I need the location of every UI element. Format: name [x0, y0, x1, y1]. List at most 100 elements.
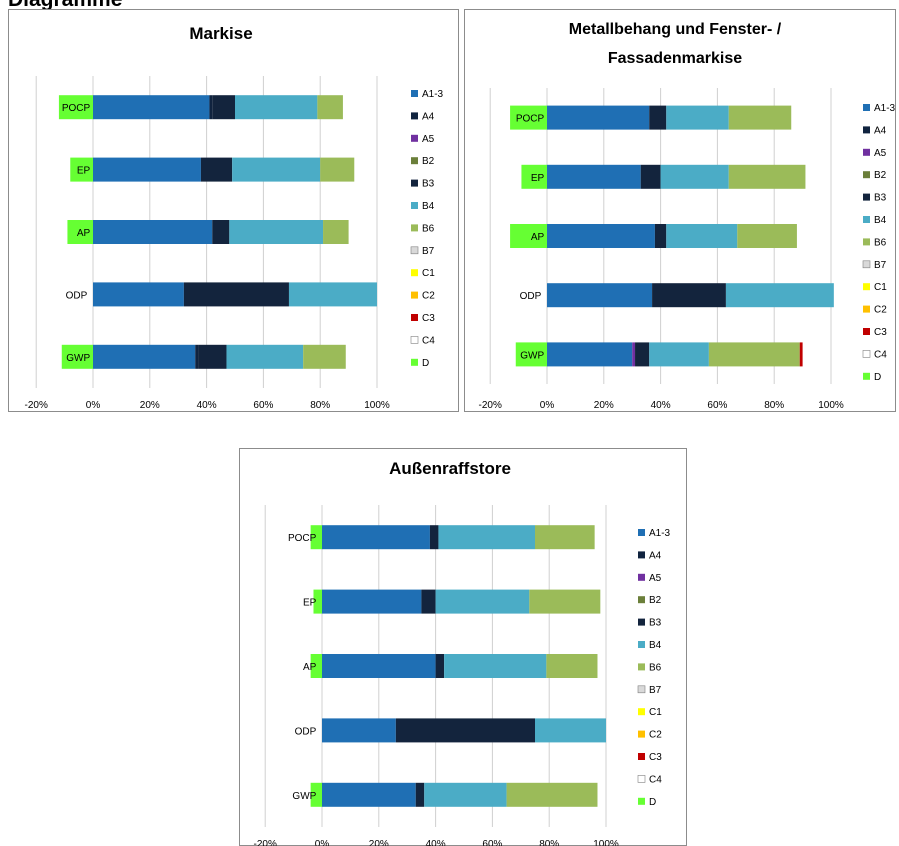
- x-tick-label: 20%: [369, 839, 389, 846]
- bar-segment-gwp-a5: [632, 342, 636, 367]
- bar-segment-ap-b3: [435, 654, 445, 678]
- legend-swatch-a4: [411, 112, 418, 120]
- bar-segment-ap-b6: [737, 224, 797, 248]
- legend-label-a4: A4: [422, 111, 435, 122]
- legend-swatch-d: [411, 358, 418, 366]
- category-label-ep: EP: [531, 173, 545, 184]
- bar-segment-pocp-b6: [535, 525, 595, 550]
- legend-label-c1: C1: [422, 268, 435, 279]
- legend-label-b7: B7: [649, 685, 662, 696]
- bar-segment-ep-b6: [728, 164, 806, 189]
- legend-label-d: D: [649, 797, 656, 808]
- legend-swatch-a5: [863, 148, 870, 156]
- chart-panel-aussenraffstore: Außenraffstore -20% 0% 20% 40% 60% 80% 100% POCP…: [239, 448, 687, 846]
- bar-segment-odp-a1-3: [93, 282, 184, 307]
- bar-segment-pocp-b3: [212, 95, 235, 120]
- x-tick-label: -20%: [25, 400, 48, 411]
- legend-label-c2: C2: [874, 305, 887, 316]
- bar-segment-gwp-c3: [799, 342, 803, 367]
- legend-label-c3: C3: [874, 327, 887, 338]
- legend-label-b6: B6: [874, 237, 887, 248]
- bar-segment-pocp-b4: [235, 95, 318, 120]
- legend-label-b4: B4: [874, 215, 887, 226]
- legend-swatch-b6: [411, 224, 418, 232]
- bar-segment-ep-b4: [232, 157, 321, 182]
- legend-label-a5: A5: [422, 134, 435, 145]
- bar-segment-pocp-d: [310, 525, 322, 550]
- legend-swatch-b2: [411, 157, 418, 165]
- bar-segment-odp-b3: [652, 283, 726, 308]
- bar-segment-gwp-a1-3: [322, 782, 416, 807]
- bar-segment-ep-a1-3: [93, 157, 201, 182]
- legend-label-b6: B6: [422, 223, 435, 234]
- legend-swatch-a5: [638, 573, 645, 581]
- bar-segment-ep-b3: [640, 164, 661, 189]
- bar-segment-gwp-d: [61, 344, 93, 369]
- bar-segment-gwp-b4: [649, 342, 709, 367]
- legend-label-c4: C4: [422, 335, 435, 346]
- x-tick-label: 0%: [540, 400, 555, 411]
- bar-segment-pocp-b6: [317, 95, 343, 120]
- legend-label-c4: C4: [874, 349, 887, 360]
- chart-title: Außenraffstore: [389, 459, 511, 478]
- legend-label-a1-3: A1-3: [649, 528, 671, 539]
- bar-segment-gwp-a1-3: [93, 344, 196, 369]
- legend-label-c1: C1: [874, 282, 887, 293]
- legend-label-b3: B3: [649, 618, 662, 629]
- x-tick-label: 80%: [764, 400, 784, 411]
- legend-label-b2: B2: [874, 170, 887, 181]
- category-label-odp: ODP: [66, 290, 88, 301]
- x-tick-label: 20%: [140, 400, 160, 411]
- bar-segment-ep-b4: [435, 589, 530, 614]
- legend-label-a1-3: A1-3: [874, 103, 896, 114]
- bar-segment-pocp-b4: [438, 525, 535, 550]
- bar-segment-ep-d: [70, 157, 93, 182]
- legend-label-d: D: [874, 372, 881, 383]
- bar-segment-pocp-a1-3: [322, 525, 430, 550]
- legend-label-d: D: [422, 358, 429, 369]
- legend-label-b2: B2: [649, 595, 662, 606]
- legend-swatch-c4: [862, 350, 871, 358]
- legend-label-c2: C2: [649, 730, 662, 741]
- legend-swatch-c3: [638, 753, 645, 760]
- bar-segment-ap-b4: [444, 654, 547, 678]
- bar-segment-ep-a1-3: [322, 589, 422, 614]
- legend-swatch-c2: [411, 291, 418, 299]
- legend-swatch-a4: [638, 551, 645, 559]
- bar-segment-gwp-b6: [303, 344, 346, 369]
- bar-segment-ep-a1-3: [547, 164, 641, 189]
- bar-segment-ep-b3: [200, 157, 233, 182]
- x-tick-label: 40%: [651, 400, 671, 411]
- x-tick-label: 40%: [426, 839, 446, 846]
- legend-swatch-c1: [411, 269, 418, 277]
- bar-segment-ap-b6: [546, 654, 598, 678]
- bar-segment-gwp-b4: [226, 344, 304, 369]
- x-tick-label: -20%: [479, 400, 502, 411]
- bar-segment-gwp-b3: [415, 782, 425, 807]
- legend-label-a5: A5: [649, 573, 662, 584]
- bar-segment-ap-a1-3: [93, 220, 213, 244]
- legend-swatch-c3: [863, 328, 870, 335]
- x-tick-label: 100%: [593, 839, 619, 846]
- legend-swatch-b2: [638, 596, 645, 604]
- category-label-pocp: POCP: [288, 533, 317, 544]
- bar-segment-ep-d: [521, 164, 547, 189]
- bar-segment-gwp-b6: [506, 782, 598, 807]
- legend-swatch-b3: [638, 618, 645, 626]
- legend-label-c3: C3: [422, 313, 435, 324]
- bar-segment-ep-b3: [421, 589, 436, 614]
- chart-title: Fassadenmarkise: [608, 50, 742, 67]
- legend-swatch-b7: [410, 246, 419, 255]
- legend-swatch-c1: [863, 283, 870, 291]
- bar-segment-ap-d: [310, 654, 322, 678]
- bar-segment-pocp-b6: [728, 105, 792, 130]
- legend-label-c1: C1: [649, 707, 662, 718]
- category-label-ap: AP: [303, 662, 317, 673]
- x-tick-label: 40%: [197, 400, 217, 411]
- bar-segment-ep-b6: [529, 589, 601, 614]
- bar-segment-ap-a1-3: [547, 224, 655, 248]
- bar-segment-odp-b4: [535, 718, 606, 743]
- bar-segment-ep-b6: [320, 157, 355, 182]
- x-tick-label: 80%: [539, 839, 559, 846]
- legend-label-a4: A4: [874, 125, 887, 136]
